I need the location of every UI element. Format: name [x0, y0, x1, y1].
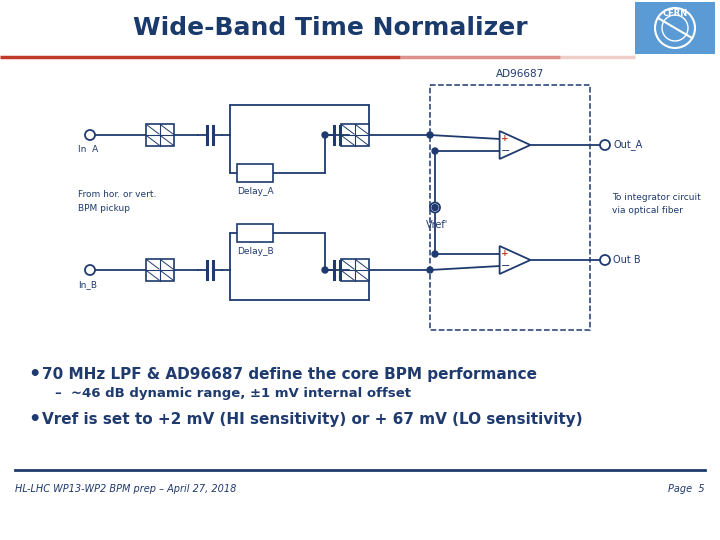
Text: −: − — [500, 146, 510, 156]
Circle shape — [322, 267, 328, 273]
Text: In  A: In A — [78, 145, 98, 154]
Text: 70 MHz LPF & AD96687 define the core BPM performance: 70 MHz LPF & AD96687 define the core BPM… — [42, 367, 537, 382]
Bar — [146, 259, 174, 281]
Text: Vref is set to +2 mV (HI sensitivity) or + 67 mV (LO sensitivity): Vref is set to +2 mV (HI sensitivity) or… — [42, 412, 582, 427]
Text: +: + — [501, 134, 509, 143]
Circle shape — [432, 251, 438, 257]
Circle shape — [600, 140, 610, 150]
Bar — [146, 124, 174, 146]
Text: To integrator circuit: To integrator circuit — [612, 193, 701, 202]
Circle shape — [85, 265, 95, 275]
Circle shape — [427, 267, 433, 273]
Text: In_B: In_B — [78, 280, 97, 289]
Circle shape — [427, 132, 433, 138]
Polygon shape — [500, 131, 531, 159]
Circle shape — [322, 132, 328, 138]
Text: CERN: CERN — [662, 10, 688, 18]
Text: Delay_A: Delay_A — [237, 186, 274, 195]
Bar — [341, 124, 369, 146]
Text: BPM pickup: BPM pickup — [78, 204, 130, 213]
Bar — [237, 224, 273, 241]
Text: –  ~46 dB dynamic range, ±1 mV internal offset: – ~46 dB dynamic range, ±1 mV internal o… — [55, 387, 411, 400]
Circle shape — [432, 148, 438, 154]
Circle shape — [85, 130, 95, 140]
Text: Out_A: Out_A — [613, 139, 642, 151]
Text: •: • — [28, 365, 40, 384]
Text: HL-LHC WP13-WP2 BPM prep – April 27, 2018: HL-LHC WP13-WP2 BPM prep – April 27, 201… — [15, 484, 236, 494]
Bar — [635, 2, 715, 54]
Text: Delay_B: Delay_B — [237, 246, 274, 255]
Text: +: + — [501, 249, 509, 258]
Text: AD96687: AD96687 — [496, 69, 544, 79]
Bar — [430, 85, 590, 330]
Text: From hor. or vert.: From hor. or vert. — [78, 190, 156, 199]
Polygon shape — [500, 246, 531, 274]
Text: −: − — [500, 261, 510, 271]
Bar — [237, 164, 273, 181]
Bar — [341, 259, 369, 281]
Text: Out B: Out B — [613, 255, 641, 265]
Text: Wide-Band Time Normalizer: Wide-Band Time Normalizer — [132, 16, 527, 40]
Text: Vref': Vref' — [426, 219, 448, 230]
Circle shape — [600, 255, 610, 265]
Circle shape — [432, 205, 438, 211]
Text: Page  5: Page 5 — [668, 484, 705, 494]
Circle shape — [430, 202, 440, 213]
Text: via optical fiber: via optical fiber — [612, 206, 683, 215]
Text: •: • — [28, 410, 40, 429]
